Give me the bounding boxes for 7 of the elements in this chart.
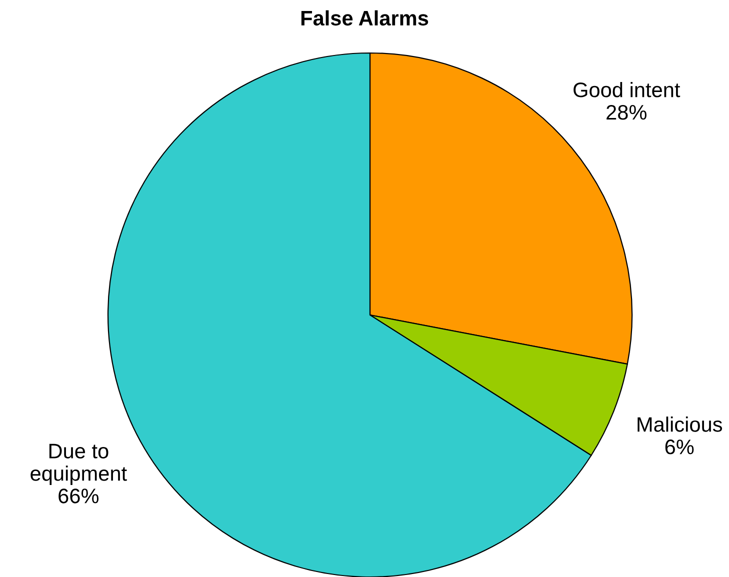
data-label: 6% bbox=[665, 440, 694, 454]
data-label: 66% bbox=[58, 488, 99, 504]
slice-label: Due to equipment bbox=[30, 444, 127, 486]
slice-label: Good intent bbox=[574, 82, 680, 98]
slice-label: Malicious bbox=[638, 416, 722, 432]
data-label: 28% bbox=[606, 104, 646, 120]
chart-title: False Alarms bbox=[301, 10, 428, 26]
